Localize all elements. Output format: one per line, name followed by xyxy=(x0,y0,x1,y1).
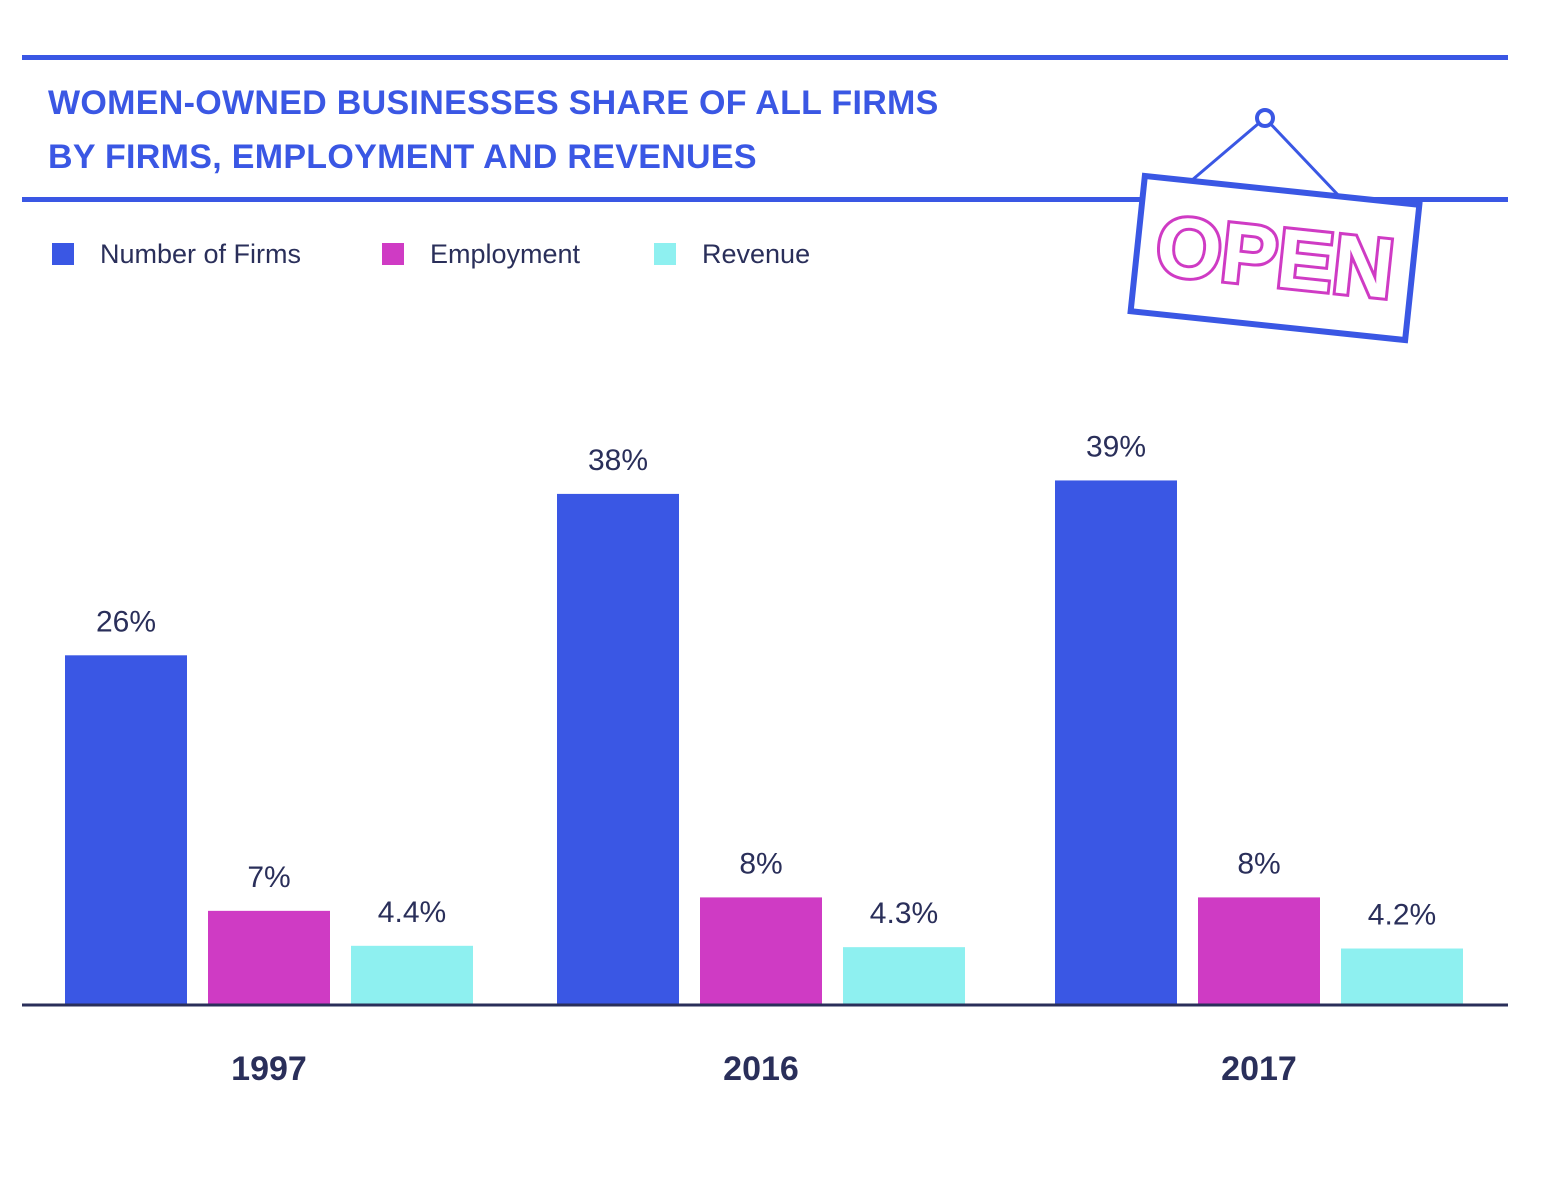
data-label-employment-1997: 7% xyxy=(247,861,290,894)
bar-revenue-2016 xyxy=(843,947,965,1005)
legend-swatch-revenue xyxy=(654,243,676,265)
title-rule xyxy=(22,197,1508,202)
x-tick-label-2016: 2016 xyxy=(723,1050,799,1088)
legend-item-firms: Number of Firms xyxy=(52,238,301,270)
x-tick-label-2017: 2017 xyxy=(1221,1050,1297,1088)
bar-firms-2016 xyxy=(557,493,679,1005)
top-rule xyxy=(22,55,1508,60)
bar-firms-1997 xyxy=(65,655,187,1005)
legend-swatch-employment xyxy=(382,243,404,265)
labels-layer: 26% 7% 4.4% 1997 38% 8% 4.3% 2016 39% 8% 4.2% 2017 xyxy=(96,430,1436,1088)
legend-label-revenue: Revenue xyxy=(702,238,811,269)
legend-swatch-firms xyxy=(52,243,74,265)
sign-board xyxy=(1127,172,1423,344)
data-label-firms-2017: 39% xyxy=(1086,430,1146,463)
sign-hook-icon xyxy=(1255,108,1275,128)
chart-title-line-1: WOMEN-OWNED BUSINESSES SHARE OF ALL FIRM… xyxy=(48,84,939,122)
legend-label-employment: Employment xyxy=(430,238,581,269)
data-label-revenue-2016: 4.3% xyxy=(870,897,938,930)
data-label-firms-1997: 26% xyxy=(96,605,156,638)
open-sign-icon: OPEN xyxy=(1127,108,1423,344)
legend-label-firms: Number of Firms xyxy=(100,238,302,269)
data-label-employment-2016: 8% xyxy=(739,847,782,880)
legend-item-revenue: Revenue xyxy=(654,238,810,270)
bar-revenue-1997 xyxy=(351,945,473,1005)
legend-item-employment: Employment xyxy=(382,238,580,270)
bar-employment-1997 xyxy=(208,910,330,1005)
bars-layer xyxy=(65,480,1463,1005)
x-tick-label-1997: 1997 xyxy=(231,1050,307,1088)
chart-title-line-2: BY FIRMS, EMPLOYMENT AND REVENUES xyxy=(48,138,757,176)
bar-employment-2016 xyxy=(700,897,822,1005)
data-label-firms-2016: 38% xyxy=(588,444,648,477)
data-label-revenue-1997: 4.4% xyxy=(378,896,446,929)
bar-firms-2017 xyxy=(1055,480,1177,1005)
data-label-employment-2017: 8% xyxy=(1237,847,1280,880)
bar-employment-2017 xyxy=(1198,897,1320,1005)
data-label-revenue-2017: 4.2% xyxy=(1368,899,1436,932)
bar-revenue-2017 xyxy=(1341,948,1463,1005)
